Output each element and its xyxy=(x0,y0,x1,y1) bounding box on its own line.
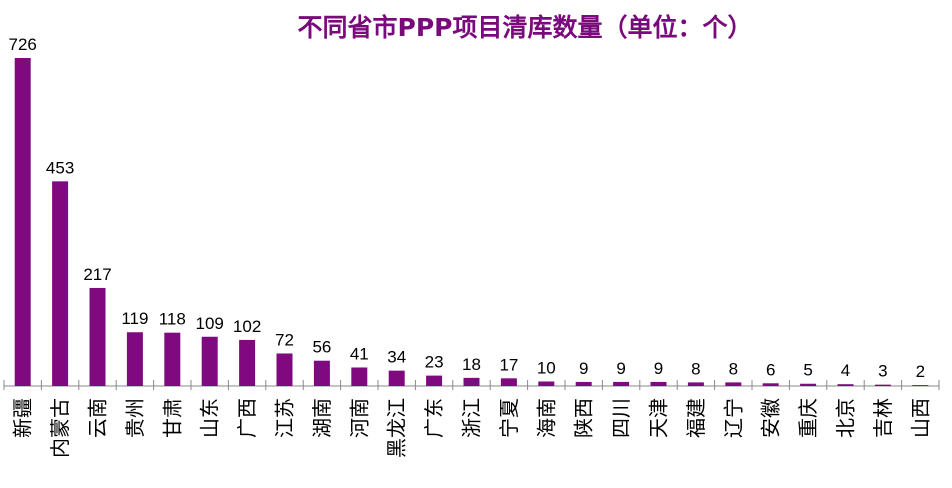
bar xyxy=(388,370,405,386)
bar xyxy=(351,367,368,386)
data-label: 217 xyxy=(83,265,111,284)
x-tick-label: 江苏 xyxy=(273,398,297,438)
bar xyxy=(463,377,480,386)
x-tick-label: 陕西 xyxy=(572,398,596,438)
x-tick-label: 福建 xyxy=(684,398,708,438)
x-tick-label: 安徽 xyxy=(759,398,783,438)
data-label: 8 xyxy=(729,359,738,378)
bar xyxy=(201,336,218,386)
data-label: 9 xyxy=(654,359,663,378)
chart-title: 不同省市PPP项目清库数量（单位：个） xyxy=(297,13,753,42)
x-tick-label: 重庆 xyxy=(796,398,820,438)
x-tick-label: 河南 xyxy=(347,398,371,438)
x-tick-label: 甘肃 xyxy=(160,398,184,438)
bar xyxy=(500,378,517,386)
x-tick-label: 贵州 xyxy=(123,398,147,438)
data-label: 3 xyxy=(878,362,887,381)
x-tick-label: 山东 xyxy=(198,398,222,438)
x-tick-label: 天津 xyxy=(647,398,671,438)
x-tick-label: 宁夏 xyxy=(497,398,521,438)
data-label: 23 xyxy=(425,353,444,372)
data-label: 6 xyxy=(766,360,775,379)
bar xyxy=(874,384,891,386)
bar xyxy=(276,353,293,386)
data-label: 41 xyxy=(350,344,369,363)
data-label: 5 xyxy=(803,361,812,380)
x-tick-label: 云南 xyxy=(86,398,110,438)
x-tick-label: 辽宁 xyxy=(721,398,745,438)
x-tick-label: 广东 xyxy=(422,398,446,438)
data-label: 72 xyxy=(275,330,294,349)
x-tick-label: 北京 xyxy=(834,398,858,438)
x-tick-label: 山西 xyxy=(908,398,932,438)
data-label: 102 xyxy=(233,317,261,336)
bar xyxy=(89,287,106,386)
x-tick-label: 四川 xyxy=(609,398,633,438)
bar xyxy=(313,360,330,386)
data-label: 726 xyxy=(9,35,37,54)
data-label: 56 xyxy=(312,338,331,357)
data-label: 18 xyxy=(462,355,481,374)
data-label: 17 xyxy=(499,355,518,374)
data-label: 118 xyxy=(159,310,186,329)
bar xyxy=(762,383,779,386)
bar xyxy=(52,181,69,386)
x-tick-label: 黑龙江 xyxy=(385,398,409,458)
data-label: 2 xyxy=(916,362,925,381)
bar xyxy=(800,383,817,386)
bar xyxy=(725,382,742,386)
data-label: 34 xyxy=(387,348,406,367)
data-label: 453 xyxy=(46,158,74,177)
bar xyxy=(164,332,181,386)
bar xyxy=(538,381,555,386)
x-tick-label: 新疆 xyxy=(11,398,35,438)
x-tick-label: 浙江 xyxy=(460,398,484,438)
data-label: 4 xyxy=(841,361,850,380)
data-label: 9 xyxy=(616,359,625,378)
data-label: 109 xyxy=(196,314,224,333)
bar xyxy=(613,381,630,386)
data-label: 9 xyxy=(579,359,588,378)
data-label: 10 xyxy=(537,358,556,377)
bar xyxy=(687,382,704,386)
bar xyxy=(426,375,443,386)
x-tick-label: 吉林 xyxy=(871,398,895,438)
data-label: 8 xyxy=(691,359,700,378)
bar xyxy=(650,381,667,386)
data-label: 119 xyxy=(121,309,148,328)
bar xyxy=(239,339,256,386)
bar xyxy=(14,58,31,386)
x-tick-label: 湖南 xyxy=(310,398,334,438)
bar xyxy=(837,384,854,386)
x-tick-label: 海南 xyxy=(534,398,558,438)
x-tick-label: 广西 xyxy=(235,398,259,438)
x-tick-label: 内蒙古 xyxy=(48,398,72,458)
bar xyxy=(575,381,592,386)
bar xyxy=(912,385,929,386)
bar xyxy=(126,332,143,386)
